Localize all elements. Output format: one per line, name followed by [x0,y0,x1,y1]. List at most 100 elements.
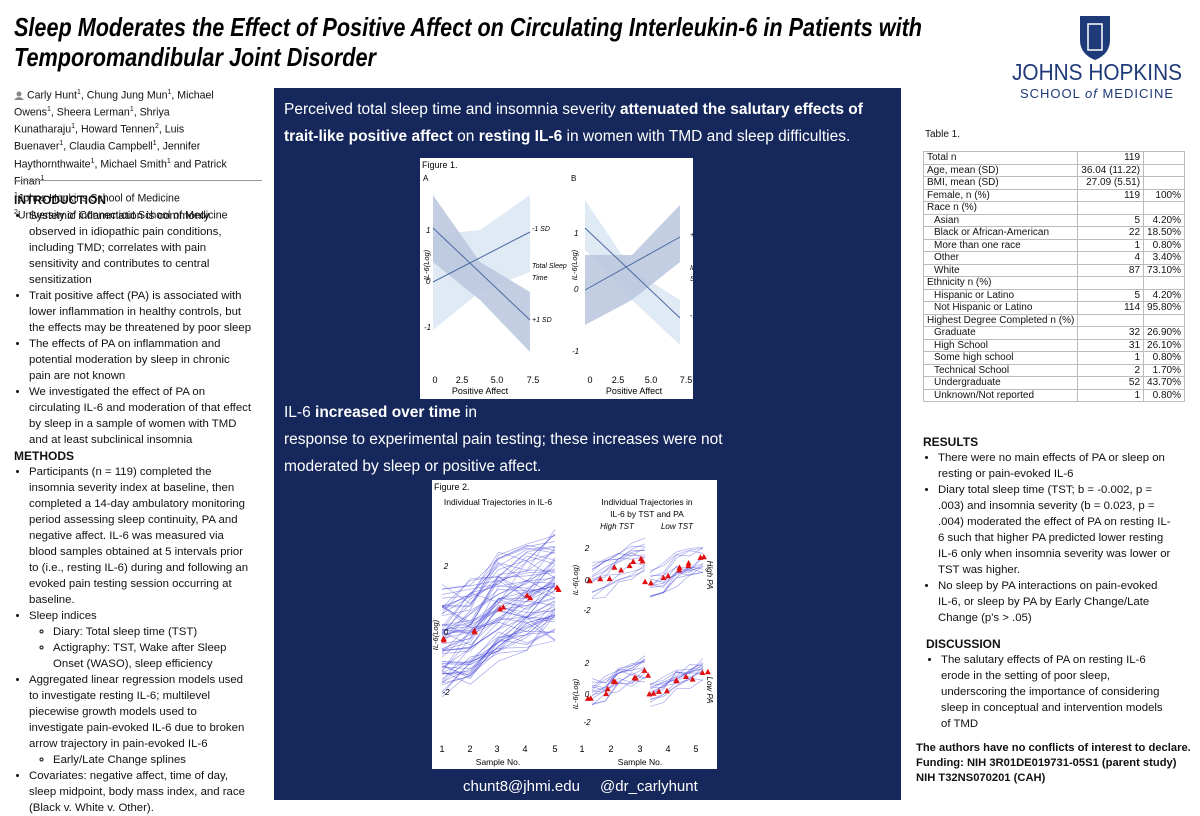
headline-line: Perceived total sleep time and insomnia … [284,96,863,123]
left-column: INTRODUCTION Systemic inflammation is com… [14,192,254,816]
trajectory [441,585,556,650]
headline: Perceived total sleep time and insomnia … [284,96,863,150]
trajectory [649,672,704,689]
headline-segment: moderated by sleep or positive affect. [284,458,542,475]
trajectory [441,590,556,651]
table-row: BMI, mean (SD) 27.09 (5.51) [922,176,1185,190]
trajectory [441,629,556,698]
y-tick-label: 0 [574,285,579,294]
trajectory [441,555,556,595]
trajectory [441,614,556,672]
mean-marker [597,575,604,582]
mean-marker [699,669,706,676]
y-tick-label: 0 [426,277,431,286]
row-label: Ethnicity n (%) [922,276,1079,290]
headline-segment: trait-like positive affect [284,128,453,145]
panel-title: Individual Trajectories in IL-6 [444,497,552,507]
figure-1: Figure 1.A10-1IL-6(Log)0 2.5 5.0 7.5Positiv… [420,158,693,399]
trajectory [441,550,556,630]
line-label: +1 SD [532,317,552,324]
author-name: Carly Hunt [26,89,77,102]
mean-marker [650,690,657,696]
trajectory [441,640,556,665]
title-line: Sleep Moderates the Effect of Positive A… [14,12,922,42]
headline-segment: on [452,128,479,145]
bullet-text: Diary total sleep time (TST; b = -0.002,… [938,484,1171,576]
author-affiliation: 1 [90,157,95,165]
column-label: Low TST [661,522,694,531]
bullet: Covariates: negative affect, time of day… [29,768,254,816]
author-name: Howard Tennen [80,123,155,136]
row-label: Female, n (%) [922,188,1079,202]
row-pct: 4.20% [1143,213,1185,227]
y-tick-label: -2 [583,606,591,615]
trajectory [591,561,646,580]
figure-caption: Figure 1. [422,160,458,170]
row-pct [1143,151,1185,165]
author-name: Michael Owens [14,89,214,119]
table-row: Ethnicity n (%) [922,276,1185,290]
bullet-list: Systemic inflammation is commonly observ… [14,208,254,448]
mean-marker [471,628,478,635]
trajectory [441,616,556,665]
trajectory [591,658,646,683]
moderator-label: Total Sleep [532,263,567,270]
y-axis-label: IL-6(Log) [422,249,431,280]
trajectory [591,564,646,599]
moderator-label: Severity [690,276,693,283]
row-pct: 0.80% [1143,351,1185,365]
trajectory [591,549,646,570]
trajectory [441,575,556,631]
row-n: 32 [1077,326,1145,340]
headline-segment: in [460,404,477,421]
author-affiliation: 1 [152,140,157,148]
trajectory [441,560,556,634]
trajectory [441,584,556,651]
row-label: Undergraduate [922,376,1079,390]
headline-segment: IL-6 [284,404,316,421]
bullet: No sleep by PA interactions on pain-evok… [938,578,1173,626]
table-row: Race n (%) [922,201,1185,215]
sub-bullet-list: Early/Late Change splines [29,752,254,768]
trajectory [591,680,646,706]
row-label: Asian [922,213,1079,227]
y-tick-label: 2 [443,562,449,571]
row-pct [1143,176,1185,190]
x-tick-label: 3 [494,744,499,754]
row-label: More than one race [922,238,1079,252]
trajectory [649,567,704,597]
row-n: 1 [1077,351,1145,365]
table-row: Asian 5 4.20% [922,213,1185,227]
trajectory [441,559,556,626]
trajectory [591,568,646,600]
affiliation-mark: 1 [14,191,18,199]
simple-slope [432,227,531,321]
mean-marker [603,690,610,697]
trajectory [441,583,556,652]
bullet-text: Systemic inflammation is commonly observ… [29,210,222,286]
trajectory [441,576,556,652]
trajectory [441,597,556,682]
y-tick-label: 1 [574,229,578,238]
trajectory [441,560,556,629]
row-n: 1 [1077,388,1145,402]
trajectory [649,566,704,597]
headline-segment: increased over time [315,404,461,421]
x-axis-label: Positive Affect [606,386,663,396]
row-pct: 1.70% [1143,363,1185,377]
confidence-band [433,195,530,330]
disclosure-line: The authors have no conflicts of interes… [916,742,1191,754]
section-heading: METHODS [14,449,74,463]
headline-segment: in women with TMD and sleep difficulties… [562,128,851,145]
logo-shield [1080,16,1110,60]
row-n: 27.09 (5.51) [1077,176,1145,190]
headline-line: IL-6 increased over time in [284,399,723,426]
x-tick-label: 2 [608,744,613,754]
row-pct [1143,163,1185,177]
author-separator: , [50,106,57,119]
x-axis-label: Positive Affect [452,386,509,396]
mean-marker [665,572,672,579]
x-axis-label: Sample No. [618,757,662,767]
trajectory [441,547,556,608]
section-heading: RESULTS [923,435,979,449]
